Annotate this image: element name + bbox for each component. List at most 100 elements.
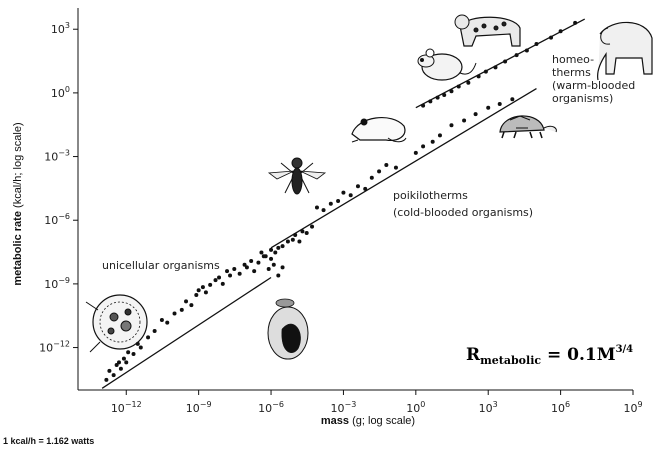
fit-lines — [101, 18, 586, 389]
point-poikilotherms-8 — [297, 239, 302, 244]
point-unicellular-14 — [159, 317, 164, 322]
point-homeotherms-2 — [435, 95, 440, 100]
point-poikilotherms-25 — [421, 144, 426, 149]
point-poikilotherms-23 — [393, 165, 398, 170]
mouse-icon — [417, 48, 477, 81]
point-poikilotherms-24 — [413, 150, 418, 155]
x-tick-label-5: 103 — [479, 400, 498, 415]
point-poikilotherms-1 — [269, 247, 274, 252]
scaling-equation: Rmetabolic = 0.1M3/4 — [466, 344, 633, 367]
point-unicellular-43 — [280, 265, 285, 270]
point-poikilotherms-10 — [304, 230, 309, 235]
y-tick-label-1: 10−9 — [44, 276, 70, 291]
x-axis-title-main: mass — [321, 415, 349, 427]
point-poikilotherms-21 — [377, 169, 382, 174]
point-unicellular-36 — [256, 260, 261, 265]
point-homeotherms-14 — [549, 35, 554, 40]
point-poikilotherms-11 — [310, 224, 315, 229]
ticks — [73, 28, 634, 395]
x-axis-title: mass (g; log scale) — [321, 415, 415, 427]
point-unicellular-40 — [269, 256, 274, 261]
x-tick-label-1: 10−9 — [186, 400, 212, 415]
x-tick-label-7: 109 — [623, 400, 642, 415]
point-unicellular-35 — [252, 269, 257, 274]
point-poikilotherms-14 — [328, 201, 333, 206]
point-unicellular-32 — [242, 262, 247, 267]
point-unicellular-2 — [111, 373, 116, 378]
y-tick-label-3: 10−3 — [44, 149, 70, 164]
point-homeotherms-9 — [493, 65, 498, 70]
annotation-unicellular: unicellular organisms — [102, 259, 220, 272]
point-unicellular-22 — [200, 285, 205, 290]
point-unicellular-41 — [271, 262, 276, 267]
equation-r: R — [466, 345, 481, 365]
x-axis-title-unit: (g; log scale) — [349, 415, 415, 427]
point-poikilotherms-32 — [497, 101, 502, 106]
spore-icon — [267, 298, 309, 360]
point-homeotherms-3 — [442, 92, 447, 97]
point-unicellular-5 — [118, 366, 123, 371]
point-unicellular-7 — [124, 360, 129, 365]
leopard-icon — [454, 14, 521, 47]
point-unicellular-20 — [194, 292, 199, 297]
point-unicellular-24 — [208, 282, 213, 287]
point-poikilotherms-22 — [384, 163, 389, 168]
point-homeotherms-8 — [483, 69, 488, 74]
point-unicellular-26 — [217, 275, 222, 280]
point-unicellular-25 — [213, 278, 218, 283]
point-homeotherms-10 — [503, 59, 508, 64]
tick-labels: 10−12 10−9 10−6 10−3 100 103 106 109 10−12 10−9 10… — [39, 21, 642, 415]
annotation-poikilotherms: poikilotherms (cold-blooded organisms) — [393, 189, 533, 219]
point-poikilotherms-17 — [348, 193, 353, 198]
point-unicellular-1 — [107, 368, 112, 373]
point-poikilotherms-0 — [261, 254, 266, 259]
x-tick-label-3: 10−3 — [331, 400, 357, 415]
point-unicellular-21 — [196, 288, 201, 293]
x-tick-label-6: 106 — [551, 400, 570, 415]
point-poikilotherms-18 — [355, 184, 360, 189]
y-tick-label-2: 10−6 — [44, 212, 70, 227]
point-poikilotherms-4 — [280, 244, 285, 249]
point-unicellular-11 — [138, 345, 143, 350]
point-unicellular-8 — [126, 350, 131, 355]
y-tick-label-5: 103 — [51, 21, 70, 36]
point-poikilotherms-28 — [449, 123, 454, 128]
point-homeotherms-13 — [534, 42, 539, 47]
fit-line-unicellular — [101, 276, 272, 389]
fit-line-homeotherms — [415, 18, 586, 109]
point-unicellular-10 — [135, 341, 140, 346]
point-unicellular-4 — [116, 360, 121, 365]
point-poikilotherms-7 — [293, 233, 298, 238]
point-unicellular-16 — [172, 311, 177, 316]
point-homeotherms-4 — [449, 89, 454, 94]
unit-footnote: 1 kcal/h = 1.162 watts — [3, 436, 95, 446]
point-unicellular-9 — [131, 351, 136, 356]
point-unicellular-18 — [184, 299, 189, 304]
point-homeotherms-1 — [428, 99, 433, 104]
point-unicellular-15 — [165, 320, 170, 325]
amoeba-icon — [85, 294, 148, 353]
point-poikilotherms-19 — [363, 186, 368, 191]
annotation-homeotherms-line3: (warm-blooded — [552, 79, 635, 92]
point-unicellular-34 — [249, 258, 254, 263]
elephant-icon — [597, 21, 653, 81]
y-tick-label-0: 10−12 — [39, 340, 70, 355]
point-unicellular-31 — [237, 271, 242, 276]
point-poikilotherms-26 — [430, 139, 435, 144]
point-unicellular-37 — [259, 250, 264, 255]
point-poikilotherms-5 — [285, 239, 290, 244]
point-poikilotherms-12 — [314, 205, 319, 210]
point-poikilotherms-13 — [321, 208, 326, 213]
equation-subscript: metabolic — [480, 354, 541, 367]
x-tick-label-4: 100 — [406, 400, 425, 415]
point-unicellular-39 — [266, 267, 271, 272]
point-unicellular-19 — [189, 303, 194, 308]
point-unicellular-33 — [244, 265, 249, 270]
fly-icon — [267, 157, 327, 195]
point-unicellular-27 — [220, 281, 225, 286]
point-homeotherms-5 — [456, 84, 461, 89]
point-poikilotherms-16 — [341, 190, 346, 195]
point-homeotherms-0 — [421, 103, 426, 108]
point-unicellular-28 — [225, 269, 230, 274]
point-poikilotherms-29 — [462, 118, 467, 123]
